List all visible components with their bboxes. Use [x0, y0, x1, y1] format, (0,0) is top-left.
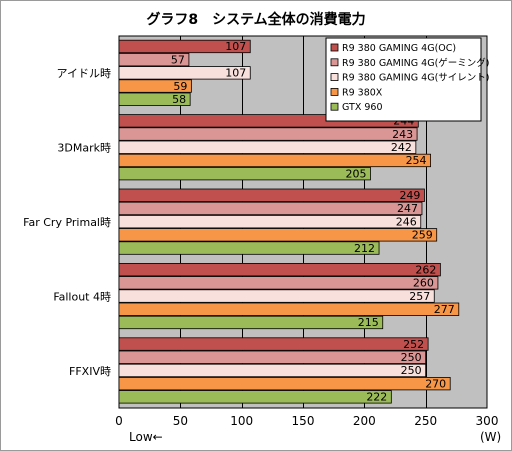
bar	[118, 302, 460, 316]
legend-swatch	[330, 102, 339, 111]
bar	[118, 140, 417, 154]
value-label: 243	[392, 128, 413, 141]
value-label: 242	[391, 141, 412, 154]
category-label: アイドル時	[57, 67, 111, 80]
x-tick-label: 300	[476, 414, 499, 428]
bar	[118, 315, 384, 330]
legend-label: GTX 960	[342, 102, 383, 113]
value-label: 246	[396, 215, 417, 228]
legend-swatch	[330, 43, 339, 52]
value-label: 107	[225, 40, 246, 53]
value-label: 215	[358, 316, 379, 329]
bar	[118, 127, 418, 141]
bar	[118, 276, 439, 290]
value-label: 250	[401, 351, 422, 364]
bar	[118, 92, 191, 106]
category-label: FFXIV時	[69, 365, 111, 378]
chart-title: グラフ8 システム全体の消費電力	[146, 11, 365, 28]
x-tick-label: 100	[230, 414, 253, 428]
bar	[118, 188, 425, 202]
bar	[118, 79, 192, 93]
value-label: 259	[412, 229, 433, 242]
value-label: 212	[354, 242, 375, 255]
legend-label: R9 380 GAMING 4G(OC)	[342, 43, 456, 54]
value-label: 249	[399, 189, 420, 202]
value-label: 252	[403, 338, 424, 351]
bar	[118, 363, 427, 378]
category-label: Far Cry Primal時	[23, 216, 111, 229]
value-label: 59	[173, 80, 187, 93]
bar	[118, 214, 422, 229]
value-label: 57	[171, 53, 185, 66]
x-tick-label: 150	[292, 414, 315, 428]
legend-swatch	[330, 58, 339, 67]
bar	[118, 53, 190, 67]
legend-box	[325, 37, 482, 122]
legend-label: R9 380 GAMING 4G(ゲーミング)	[342, 57, 489, 69]
value-label: 58	[172, 93, 186, 106]
value-label: 270	[425, 377, 446, 390]
x-tick-label: 250	[414, 414, 437, 428]
value-label: 205	[345, 167, 366, 180]
legend-label: R9 380 GAMING 4G(サイレント)	[342, 73, 489, 84]
bar	[118, 241, 380, 255]
value-label: 247	[397, 202, 418, 215]
value-label: 262	[415, 263, 436, 276]
x-tick-label: 0	[115, 414, 123, 428]
axis-note: Low←	[129, 430, 163, 444]
legend-swatch	[330, 88, 339, 96]
bar	[118, 289, 435, 303]
legend-label: R9 380X	[342, 87, 383, 98]
x-tick-label: 200	[353, 414, 376, 428]
value-label: 260	[413, 277, 434, 290]
value-label: 250	[401, 364, 422, 377]
bar	[118, 153, 431, 168]
bar	[118, 262, 441, 277]
value-label: 222	[366, 391, 387, 404]
bar	[118, 337, 429, 351]
bar	[118, 376, 451, 391]
category-label: 3DMark時	[57, 142, 111, 155]
bar	[118, 166, 371, 181]
category-label: Fallout 4時	[53, 290, 111, 303]
unit-label: (W)	[480, 430, 501, 444]
bar	[118, 201, 423, 216]
bar	[118, 39, 251, 54]
bar	[118, 66, 251, 80]
bar	[118, 390, 392, 404]
value-label: 277	[434, 303, 455, 316]
value-label: 107	[225, 67, 246, 80]
bar	[118, 350, 427, 364]
value-label: 254	[406, 154, 427, 167]
value-label: 257	[409, 290, 430, 303]
legend-swatch	[330, 73, 339, 81]
bar	[118, 228, 438, 242]
x-tick-label: 50	[173, 414, 188, 428]
